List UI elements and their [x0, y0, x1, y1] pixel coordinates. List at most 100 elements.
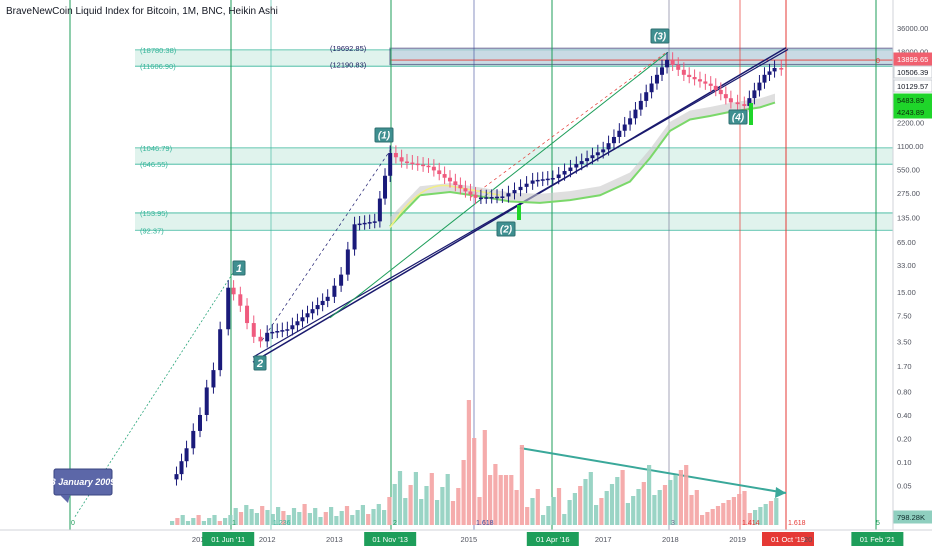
volume-bar	[753, 510, 758, 525]
fib-ratio-label: 1.618	[788, 520, 806, 527]
volume-bar	[334, 516, 339, 525]
price-label: 10506.39	[897, 68, 928, 77]
candle-body	[708, 83, 713, 86]
candle-body	[458, 185, 463, 189]
wave-label-iii: (3)	[654, 32, 667, 43]
volume-bar	[175, 518, 180, 525]
volume-bar	[392, 484, 397, 525]
volume-bar	[419, 499, 424, 525]
volume-bar	[572, 493, 577, 525]
price-axis-tick: 0.40	[897, 411, 912, 420]
volume-trend-arrow	[775, 487, 786, 498]
candle-body	[198, 414, 202, 431]
fib-level-label: (11606.90)	[140, 62, 176, 71]
candle-body	[295, 321, 300, 326]
candle-body	[752, 90, 757, 99]
fib-level-label: (92.37)	[140, 226, 164, 235]
volume-bar	[456, 488, 461, 525]
volume-bar	[170, 521, 175, 525]
volume-bar	[647, 465, 652, 525]
volume-bar	[731, 497, 736, 525]
volume-bar	[323, 512, 328, 525]
candle-body	[506, 193, 511, 197]
candle-body	[681, 69, 686, 75]
fib-ratio-label: 3	[671, 520, 675, 527]
candle-body	[226, 287, 231, 330]
candle-body	[372, 221, 377, 223]
volume-bar	[509, 475, 514, 525]
time-label-box	[762, 532, 814, 546]
wave-label-2: 2	[256, 358, 263, 370]
volume-bar	[260, 506, 265, 525]
candle-body	[357, 223, 362, 226]
fib-ratio-label: 1.618	[476, 520, 494, 527]
price-label-box	[893, 79, 932, 93]
candle-body	[339, 274, 344, 286]
volume-bar	[445, 474, 450, 525]
candle-body	[633, 109, 638, 119]
chart-title: BraveNewCoin Liquid Index for Bitcoin, 1…	[6, 6, 278, 17]
candle-body	[606, 143, 611, 150]
candle-body	[325, 296, 330, 301]
candle-body	[231, 287, 236, 295]
volume-bar	[318, 517, 323, 525]
wave-label-i-box	[374, 127, 394, 143]
volume-bar	[403, 498, 408, 525]
wave-label-ii-box	[496, 221, 516, 237]
candle-body	[251, 323, 256, 337]
candle-body	[638, 100, 643, 110]
candle-body	[415, 163, 420, 166]
candle-body	[280, 330, 285, 332]
candle-body	[377, 198, 382, 222]
volume-bar	[254, 513, 259, 525]
volume-bar	[556, 488, 562, 525]
time-label-box	[202, 532, 255, 546]
volume-bar	[307, 513, 312, 525]
candle-body	[367, 222, 372, 224]
candle-body	[352, 224, 357, 250]
date-callout-box	[53, 468, 113, 496]
volume-bar	[450, 501, 456, 525]
volume-bar	[344, 506, 350, 525]
fib-ratio-label: 0	[71, 520, 75, 527]
volume-bar	[466, 400, 471, 525]
volume-bar	[747, 513, 752, 525]
candle-body	[238, 294, 243, 306]
candle-body	[442, 174, 447, 178]
candle-body	[404, 161, 409, 164]
candle-body	[697, 79, 702, 82]
price-axis-tick: 2200.00	[897, 119, 924, 128]
candle-body	[211, 370, 216, 388]
volume-bar	[758, 507, 763, 525]
volume-bar	[498, 475, 503, 525]
candle-body	[703, 81, 708, 84]
candle-body	[617, 130, 622, 137]
volume-bar	[212, 515, 217, 525]
volume-bar	[715, 506, 721, 525]
candle-body	[779, 68, 784, 70]
candle-body	[437, 170, 442, 175]
time-label-box	[526, 532, 579, 546]
wave-label-iv: (4)	[732, 113, 745, 124]
volume-bar	[201, 521, 206, 525]
volume-bar	[270, 514, 275, 525]
candle-body	[410, 162, 415, 165]
volume-bar	[244, 505, 249, 525]
price-axis-tick: 18000.00	[897, 47, 928, 56]
time-label: 01 Apr '16	[536, 535, 570, 544]
candle-body	[320, 300, 325, 306]
volume-bar	[503, 475, 509, 525]
volume-bar	[339, 511, 344, 525]
time-label: 2015	[460, 535, 477, 544]
candle-body	[687, 74, 692, 78]
volume-bar	[493, 464, 498, 525]
candle-body	[285, 329, 290, 331]
candle-body	[426, 165, 431, 168]
candle-body	[723, 94, 728, 99]
time-label-box	[364, 532, 417, 546]
volume-bar	[413, 472, 418, 525]
volume-bar	[657, 490, 662, 525]
candle-body	[393, 152, 398, 158]
candle-body	[305, 313, 310, 318]
